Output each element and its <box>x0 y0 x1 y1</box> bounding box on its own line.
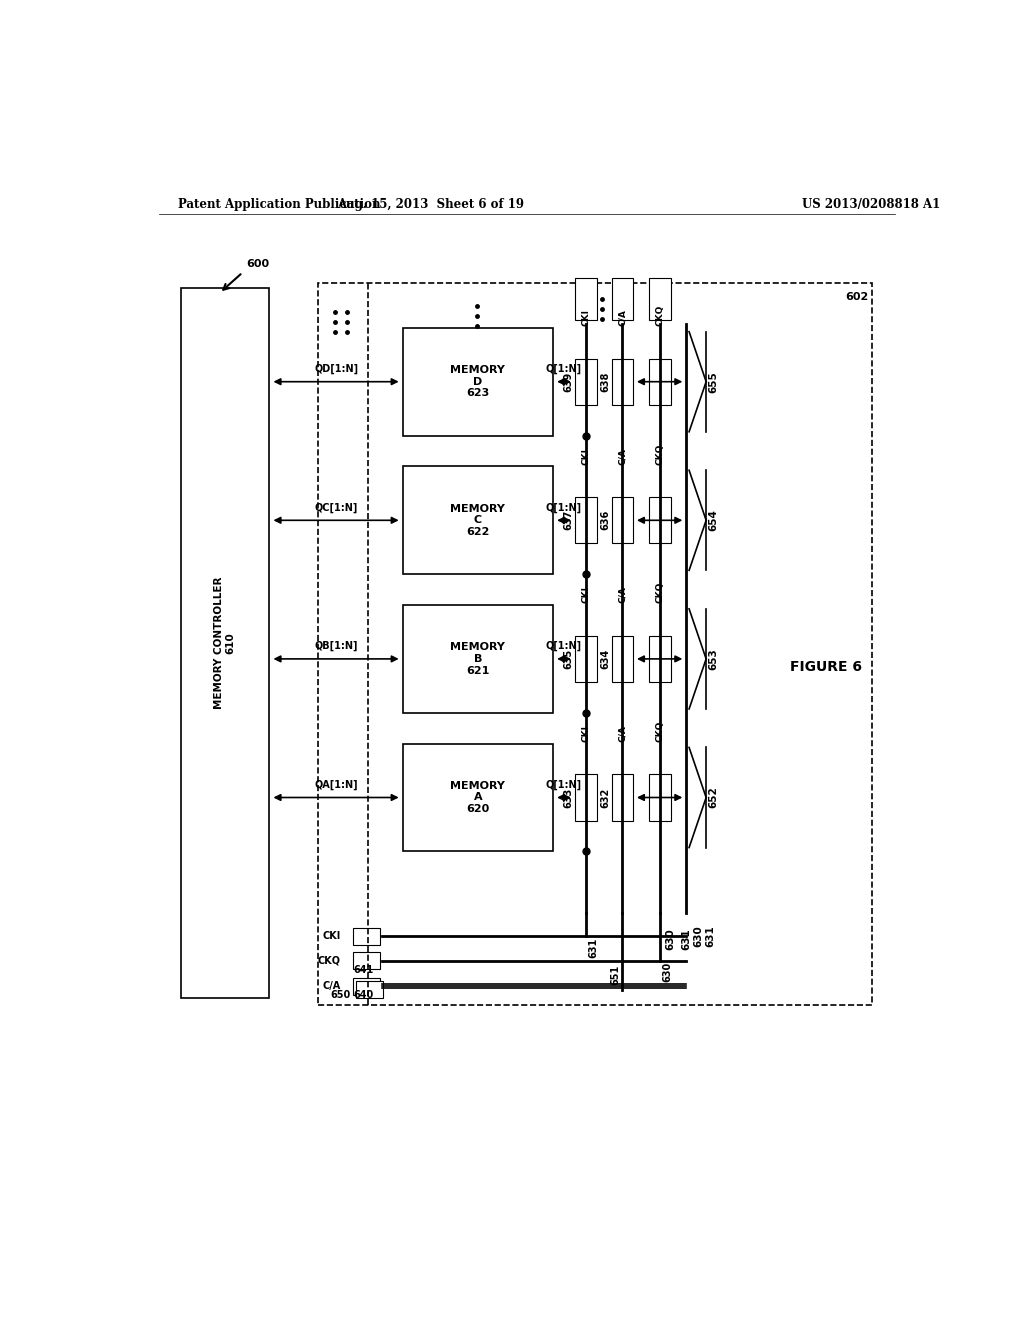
Bar <box>403 327 553 436</box>
Text: 635: 635 <box>563 648 573 669</box>
Text: 655: 655 <box>709 371 719 392</box>
Text: CKI: CKI <box>582 586 591 603</box>
Text: 653: 653 <box>709 648 719 669</box>
Bar <box>575 279 597 321</box>
Text: FIGURE 6: FIGURE 6 <box>790 660 861 673</box>
Text: 602: 602 <box>846 293 869 302</box>
Bar <box>575 498 597 544</box>
Text: C/A: C/A <box>617 447 627 465</box>
Text: 639: 639 <box>563 371 573 392</box>
Bar <box>611 359 633 405</box>
Text: Patent Application Publication: Patent Application Publication <box>178 198 381 211</box>
Bar <box>611 775 633 821</box>
Text: 630: 630 <box>662 962 672 982</box>
Bar <box>649 636 671 682</box>
Bar <box>649 775 671 821</box>
Text: C/A: C/A <box>617 586 627 603</box>
Bar <box>317 284 872 1006</box>
Text: 638: 638 <box>600 371 610 392</box>
Bar <box>403 605 553 713</box>
Text: CKQ: CKQ <box>655 444 665 465</box>
Text: 631: 631 <box>589 937 598 958</box>
Bar <box>353 952 380 969</box>
Text: C/A: C/A <box>617 309 627 326</box>
Text: Q[1:N]: Q[1:N] <box>546 780 582 789</box>
Bar <box>356 981 383 998</box>
Bar <box>611 636 633 682</box>
Text: 641: 641 <box>353 965 374 975</box>
Text: MEMORY
C
622: MEMORY C 622 <box>451 504 506 537</box>
Bar <box>403 466 553 574</box>
Text: QA[1:N]: QA[1:N] <box>314 780 358 789</box>
Text: CKI: CKI <box>582 447 591 465</box>
Text: QB[1:N]: QB[1:N] <box>314 642 357 651</box>
Bar <box>649 279 671 321</box>
Text: CKI: CKI <box>582 309 591 326</box>
Text: 600: 600 <box>246 259 269 268</box>
Text: 633: 633 <box>563 787 573 808</box>
Text: Aug. 15, 2013  Sheet 6 of 19: Aug. 15, 2013 Sheet 6 of 19 <box>337 198 523 211</box>
Text: 652: 652 <box>709 787 719 808</box>
Text: 636: 636 <box>600 510 610 531</box>
Text: 631: 631 <box>681 928 691 950</box>
Text: CKQ: CKQ <box>655 305 665 326</box>
Text: C/A: C/A <box>617 725 627 742</box>
Text: 654: 654 <box>709 510 719 531</box>
Bar <box>611 498 633 544</box>
Text: C/A: C/A <box>323 981 341 991</box>
Bar <box>353 978 380 995</box>
Text: 634: 634 <box>600 648 610 669</box>
Text: CKQ: CKQ <box>655 721 665 742</box>
Text: MEMORY
A
620: MEMORY A 620 <box>451 781 506 814</box>
Text: Q[1:N]: Q[1:N] <box>546 364 582 374</box>
Bar <box>611 279 633 321</box>
Bar <box>575 636 597 682</box>
Text: 631: 631 <box>706 925 716 946</box>
Text: QC[1:N]: QC[1:N] <box>314 503 357 512</box>
Text: Q[1:N]: Q[1:N] <box>546 503 582 512</box>
Text: 632: 632 <box>600 787 610 808</box>
Text: CKQ: CKQ <box>317 956 341 966</box>
Text: QD[1:N]: QD[1:N] <box>314 364 358 374</box>
Bar <box>649 359 671 405</box>
Bar <box>575 775 597 821</box>
Text: US 2013/0208818 A1: US 2013/0208818 A1 <box>802 198 940 211</box>
Bar <box>403 743 553 851</box>
Bar <box>649 498 671 544</box>
Text: 651: 651 <box>610 965 621 985</box>
Text: MEMORY
B
621: MEMORY B 621 <box>451 643 506 676</box>
Text: 640: 640 <box>353 990 374 1001</box>
Text: MEMORY
D
623: MEMORY D 623 <box>451 366 506 399</box>
Text: 650: 650 <box>330 990 350 1001</box>
Text: CKI: CKI <box>582 725 591 742</box>
Bar <box>180 288 269 998</box>
Text: CKI: CKI <box>323 931 341 941</box>
Text: 630: 630 <box>666 928 676 950</box>
Text: 637: 637 <box>563 510 573 531</box>
Bar <box>353 928 380 945</box>
Bar <box>575 359 597 405</box>
Text: Q[1:N]: Q[1:N] <box>546 642 582 651</box>
Text: CKQ: CKQ <box>655 582 665 603</box>
Text: MEMORY CONTROLLER
610: MEMORY CONTROLLER 610 <box>214 577 236 709</box>
Text: 630: 630 <box>693 925 703 946</box>
